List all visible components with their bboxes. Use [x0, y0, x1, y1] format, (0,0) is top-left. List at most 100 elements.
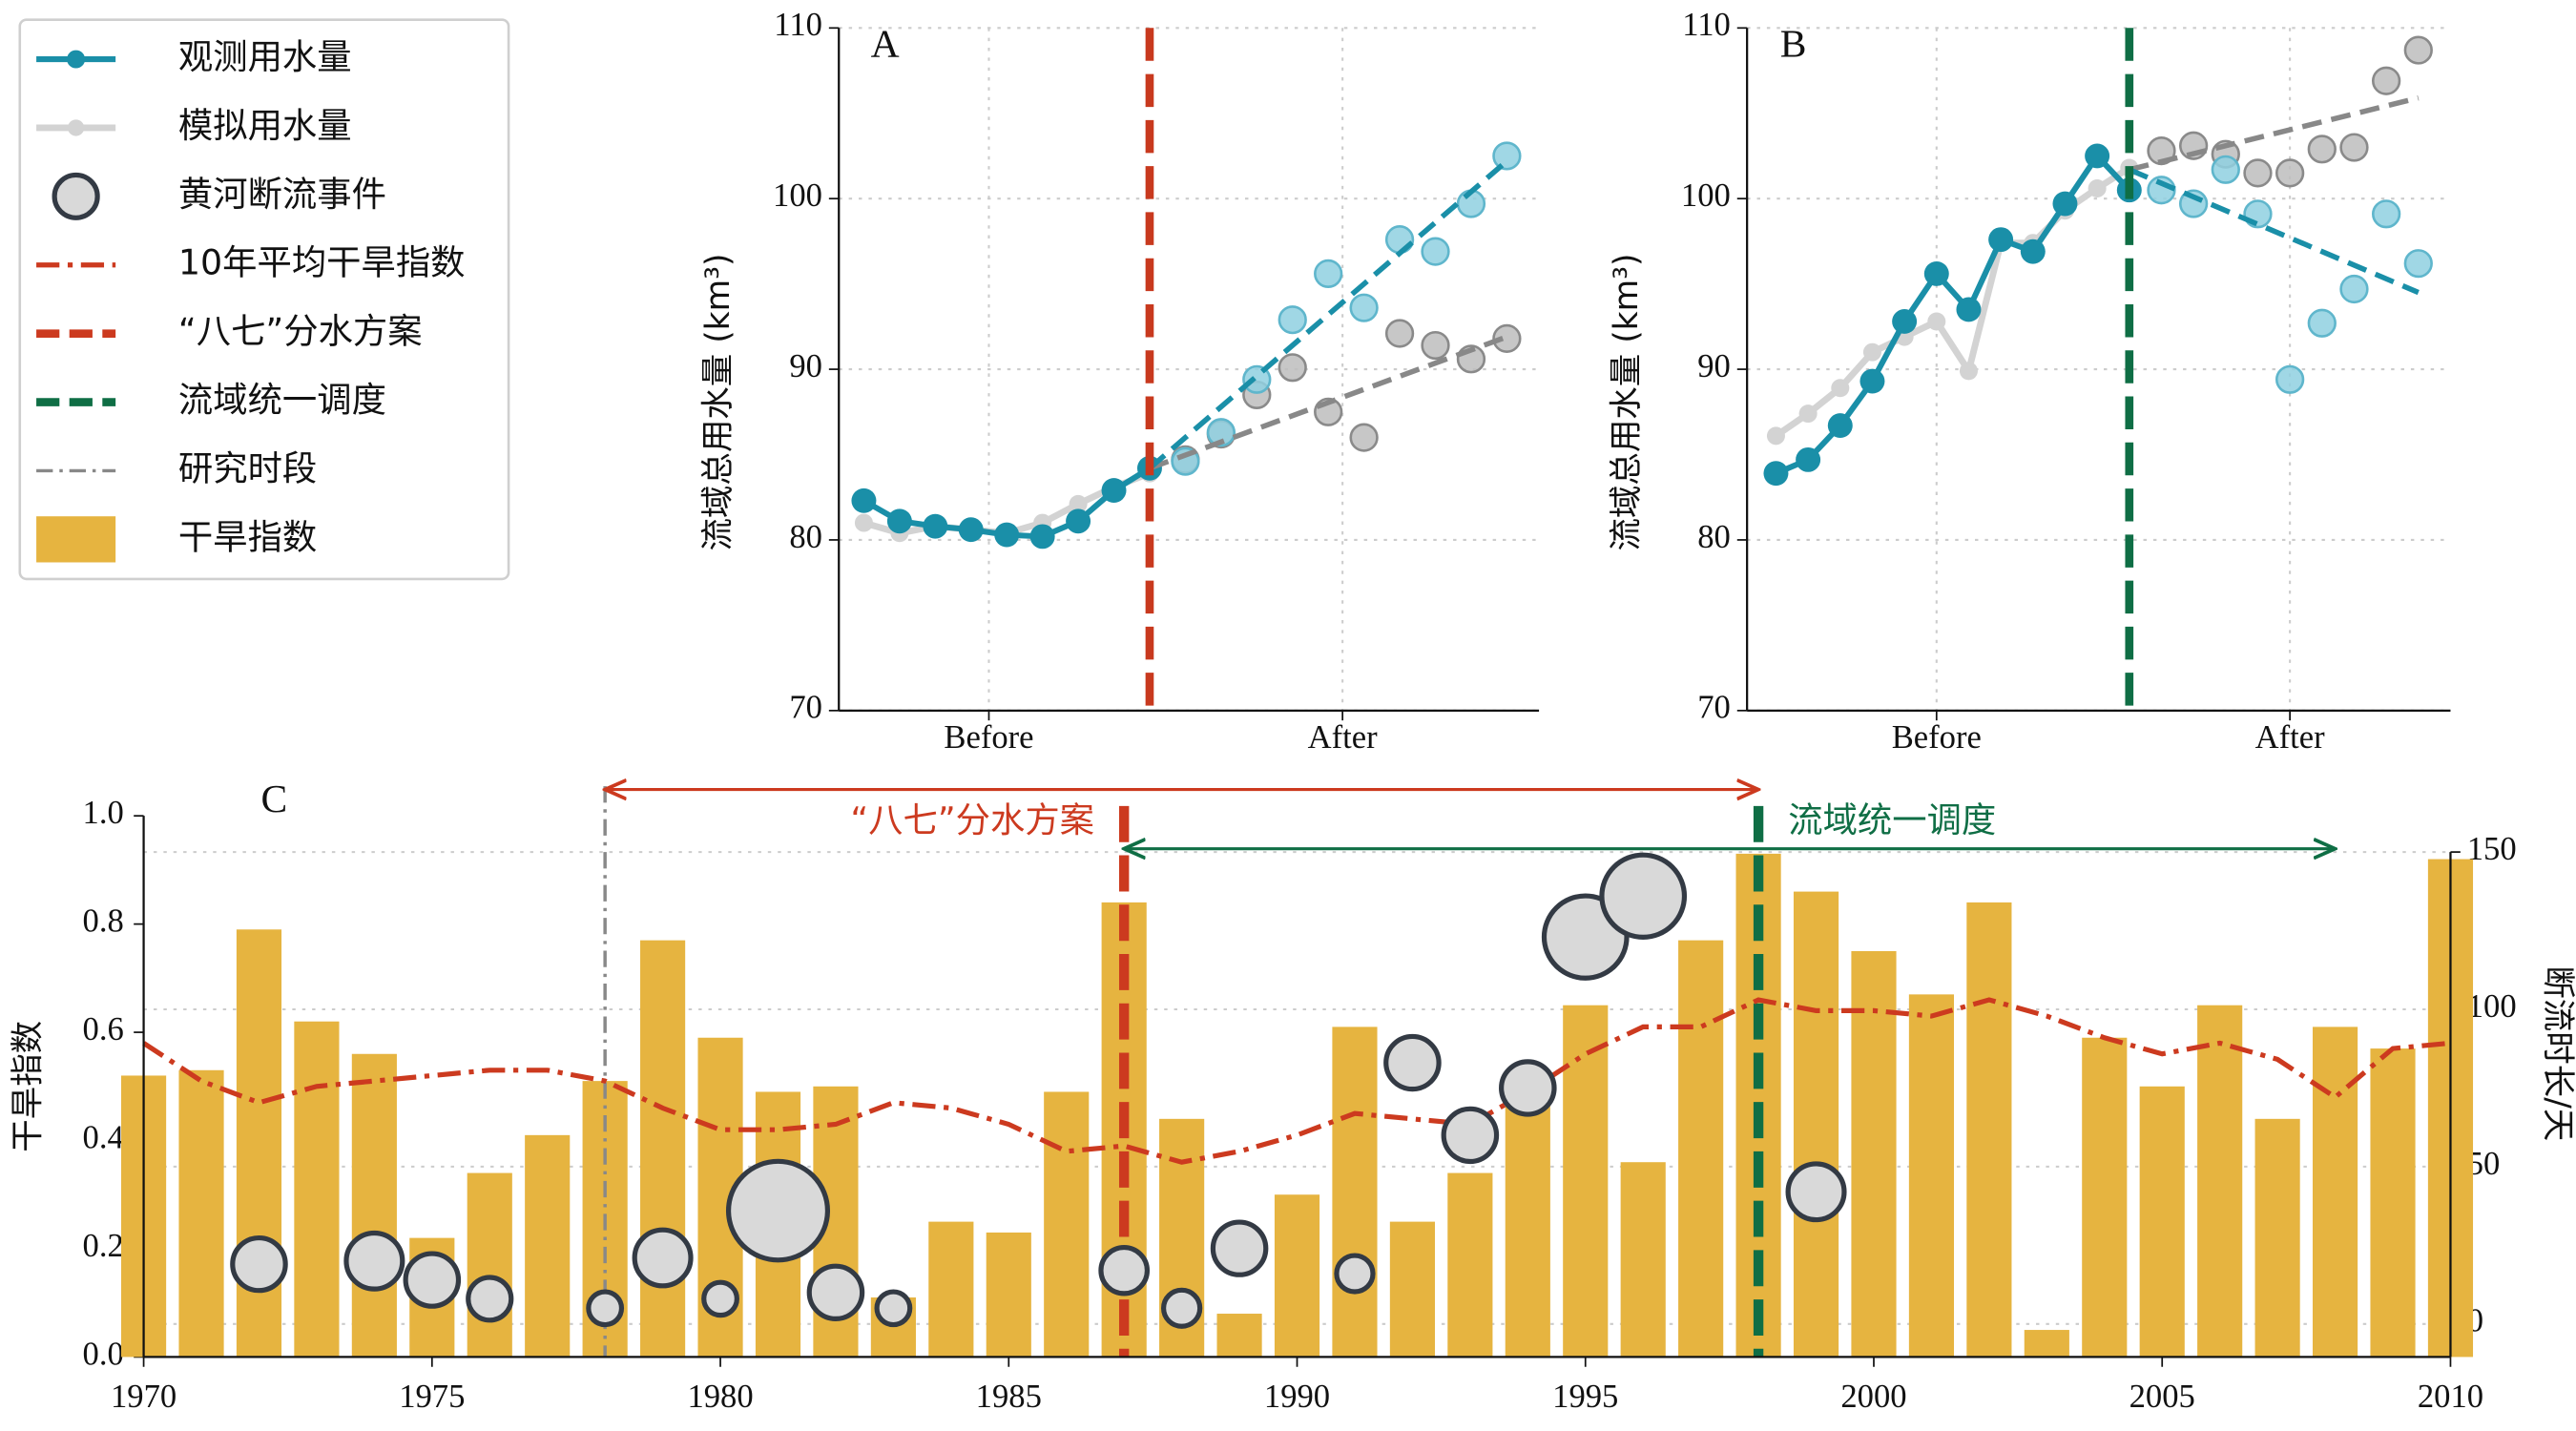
data-point [994, 522, 1020, 548]
data-point [886, 508, 912, 534]
annotation: “八七”分水方案 [850, 799, 1094, 840]
trend-line [2129, 94, 2420, 173]
data-point [1763, 461, 1789, 487]
x-tick-label: After [1308, 719, 1378, 756]
x-tick-label: Before [1892, 719, 1982, 756]
y-tick-label: 110 [1682, 7, 1731, 43]
legend-label: 流域统一调度 [178, 380, 386, 421]
y-tick-label: 0.2 [83, 1228, 124, 1264]
bar [351, 1053, 397, 1358]
bubble [632, 1227, 694, 1289]
bar [1678, 940, 1724, 1358]
bar [178, 1069, 224, 1358]
data-point [2371, 199, 2401, 229]
data-point [1927, 312, 1946, 331]
data-point [1421, 237, 1450, 266]
bubble [1441, 1106, 1500, 1165]
y-tick-label: 100 [1681, 177, 1731, 214]
bar [294, 1021, 340, 1358]
bubble [1098, 1244, 1151, 1296]
data-point [1827, 413, 1853, 439]
y-tick-label: 90 [789, 348, 822, 384]
bar [2370, 1048, 2416, 1358]
bar [2024, 1330, 2069, 1358]
bar [1966, 902, 2012, 1358]
data-point [2339, 274, 2369, 304]
data-point [1278, 353, 1307, 383]
data-point [1766, 426, 1785, 446]
panel-label: A [871, 22, 900, 66]
y2-tick-label: 100 [2467, 988, 2517, 1025]
data-point [1206, 418, 1236, 447]
bar [1389, 1221, 1435, 1358]
trend-line [1149, 334, 1508, 471]
data-point [1959, 362, 1978, 381]
bubble [1383, 1033, 1442, 1092]
bar [1447, 1172, 1493, 1358]
bar [640, 940, 686, 1358]
data-point [1349, 423, 1379, 452]
bar [2312, 1027, 2358, 1358]
bubble [806, 1263, 865, 1321]
y-tick-label: 0.0 [83, 1336, 124, 1372]
bubble [586, 1289, 625, 1328]
panel-label: B [1780, 22, 1807, 66]
annotation: 流域统一调度 [1788, 799, 1996, 840]
y-tick-label: 1.0 [83, 795, 124, 831]
y-tick-label: 70 [789, 690, 822, 726]
data-point [2088, 178, 2107, 197]
legend-label: 黄河断流事件 [178, 174, 386, 215]
bar [2139, 1086, 2185, 1358]
trend-line [1148, 158, 1509, 470]
data-point [1492, 141, 1522, 171]
bar [2197, 1005, 2243, 1358]
data-point [2052, 191, 2078, 217]
data-point [2275, 364, 2305, 394]
y-tick-label: 100 [773, 177, 822, 214]
bar [2082, 1037, 2128, 1358]
y-tick-label: 0.4 [83, 1119, 124, 1155]
y-tick-label: 110 [774, 7, 822, 43]
data-point [1384, 225, 1415, 255]
bar [1505, 1097, 1550, 1358]
legend-symbol [52, 172, 100, 220]
data-point [1956, 297, 1982, 322]
bubble [1334, 1253, 1376, 1295]
data-point [2085, 143, 2110, 169]
data-point [854, 513, 873, 532]
bar [1620, 1162, 1666, 1358]
x-tick-label: 1975 [399, 1379, 465, 1415]
x-tick-label: 1990 [1264, 1379, 1330, 1415]
y-tick-label: 0.6 [83, 1011, 124, 1047]
bubble [403, 1251, 462, 1309]
bubble [343, 1230, 405, 1292]
data-point [1798, 404, 1818, 424]
y-tick-label: 80 [789, 519, 822, 555]
bar [467, 1172, 512, 1358]
y-tick-label: 90 [1697, 348, 1731, 384]
legend-label: 干旱指数 [178, 516, 317, 557]
x-tick-label: 2005 [2129, 1379, 2195, 1415]
y-tick-label: 80 [1697, 519, 1731, 555]
data-point [1314, 259, 1343, 288]
bubble [1210, 1219, 1269, 1277]
bar [986, 1232, 1031, 1358]
legend-symbol [67, 119, 85, 136]
legend-symbol [67, 50, 86, 69]
x-tick-label: 2010 [2418, 1379, 2483, 1415]
data-point [2403, 249, 2433, 279]
data-point [1923, 260, 1949, 286]
legend-label: 观测用水量 [178, 36, 352, 77]
data-point [1859, 368, 1885, 394]
bar [1793, 891, 1839, 1358]
data-point [1069, 494, 1088, 513]
y-axis-label: 流域总用水量 (km³) [1608, 254, 1646, 551]
data-point [958, 517, 984, 543]
data-point [851, 487, 877, 513]
mean-line [142, 997, 2451, 1165]
panel-label: C [260, 777, 287, 820]
data-point [2211, 155, 2240, 184]
legend-label: 10年平均干旱指数 [178, 242, 466, 283]
data-point [2275, 158, 2305, 188]
